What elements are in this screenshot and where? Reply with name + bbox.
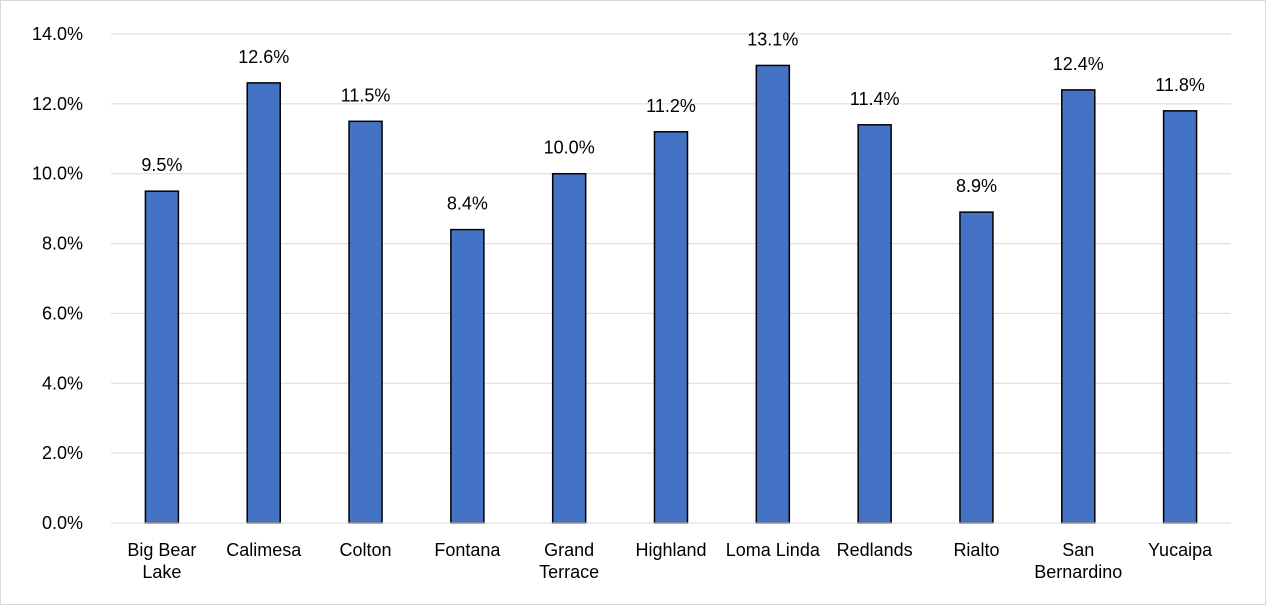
x-category-label: Grand Terrace — [539, 540, 599, 582]
y-tick-label: 6.0% — [42, 303, 83, 323]
bar-value-label: 12.6% — [238, 47, 289, 67]
x-category-label: Big Bear Lake — [127, 540, 196, 582]
bar-value-label: 12.4% — [1053, 54, 1104, 74]
y-tick-label: 10.0% — [32, 164, 83, 184]
bar — [450, 228, 485, 524]
bar-value-label: 8.9% — [956, 176, 997, 196]
bar-value-label: 10.0% — [544, 138, 595, 158]
bar — [1061, 89, 1096, 524]
data-labels: 9.5% 12.6% 11.5% 8.4% 10.0% 11.2% 13.1% 11.4% 8.… — [141, 29, 1205, 213]
bars — [144, 64, 1198, 524]
bar-value-label: 11.8% — [1155, 75, 1205, 95]
bar — [551, 172, 587, 524]
bar — [246, 82, 281, 524]
bar — [144, 190, 180, 524]
y-tick-label: 4.0% — [42, 373, 83, 393]
x-category-label: Calimesa — [226, 540, 302, 560]
bar — [348, 120, 383, 524]
bar — [1162, 110, 1198, 524]
y-tick-label: 8.0% — [42, 234, 83, 254]
y-axis-ticks: 0.0% 2.0% 4.0% 6.0% 8.0% 10.0% 12.0% 14.0% — [32, 24, 83, 533]
bar-value-label: 8.4% — [447, 194, 488, 214]
bar — [653, 131, 689, 524]
x-category-label: Rialto — [953, 540, 999, 560]
bar — [959, 211, 994, 524]
y-tick-label: 0.0% — [42, 513, 83, 533]
bar-value-label: 9.5% — [141, 155, 182, 175]
bar-value-label: 11.2% — [646, 96, 696, 116]
x-axis-categories: Big Bear Lake Calimesa Colton Fontana Grand Te… — [127, 540, 1213, 582]
bar-value-label: 11.5% — [341, 85, 391, 105]
y-tick-label: 2.0% — [42, 443, 83, 463]
bar-value-label: 13.1% — [747, 29, 798, 49]
x-category-label: Colton — [340, 540, 392, 560]
x-category-label: San Bernardino — [1034, 540, 1122, 582]
bar — [755, 64, 791, 524]
x-category-label: Yucaipa — [1148, 540, 1213, 560]
y-tick-label: 12.0% — [32, 94, 83, 114]
x-category-label: Highland — [635, 540, 706, 560]
y-tick-label: 14.0% — [32, 24, 83, 44]
bar-value-label: 11.4% — [850, 89, 900, 109]
x-category-label: Redlands — [837, 540, 913, 560]
x-category-label: Fontana — [434, 540, 501, 560]
x-category-label: Loma Linda — [726, 540, 821, 560]
bar — [857, 124, 892, 524]
